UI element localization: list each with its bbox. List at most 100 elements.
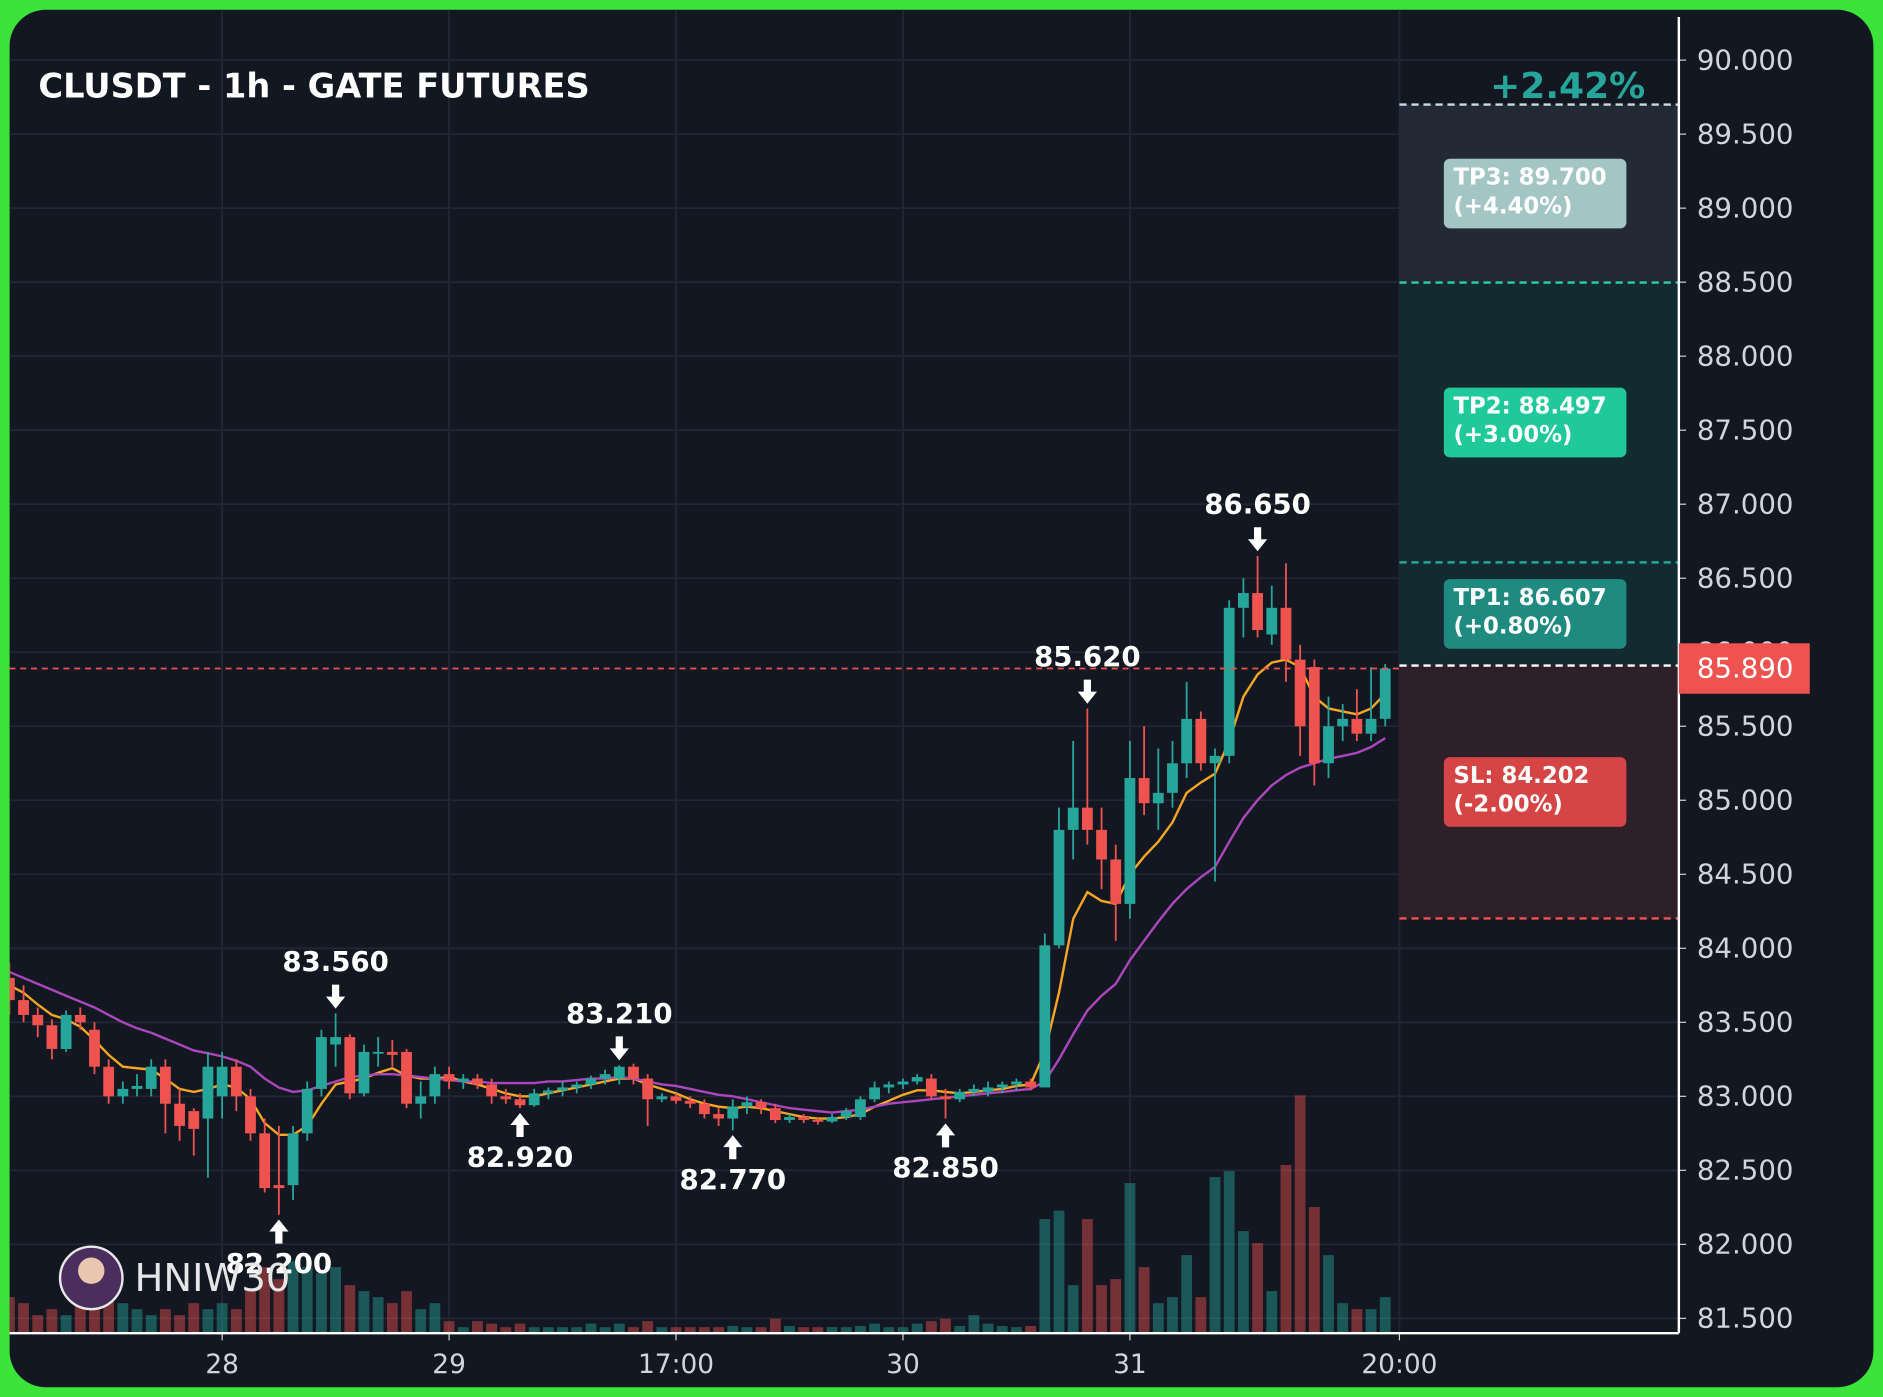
volume-bar <box>940 1318 951 1334</box>
marker-arrow <box>1077 679 1097 704</box>
volume-bar <box>996 1325 1008 1334</box>
price-tag-label: 85.890 <box>1697 652 1794 685</box>
candle-body <box>1379 668 1391 719</box>
volume-bar <box>684 1327 696 1334</box>
candle-body <box>287 1133 299 1186</box>
candle-body <box>372 1051 384 1054</box>
candle-body <box>46 1025 58 1049</box>
volume-bar <box>401 1291 412 1334</box>
level-label: TP2: 88.497 <box>1453 393 1606 419</box>
volume-bar <box>897 1327 909 1334</box>
marker-label: 83.560 <box>282 945 389 978</box>
volume-bar <box>9 1297 15 1334</box>
candle-body <box>1280 607 1292 660</box>
volume-bar <box>372 1297 384 1334</box>
candle-body <box>500 1096 512 1100</box>
volume-bar <box>1252 1243 1263 1334</box>
candle-body <box>727 1106 739 1119</box>
candle-body <box>826 1117 838 1122</box>
volume-bar <box>429 1303 441 1334</box>
avatar-face <box>78 1257 105 1284</box>
volume-bar <box>613 1323 625 1334</box>
volume-bar <box>287 1261 299 1334</box>
candle-body <box>1110 859 1122 904</box>
volume-bar <box>18 1303 29 1334</box>
candle-body <box>642 1078 654 1100</box>
y-tick-label: 85.500 <box>1697 709 1794 742</box>
candle-body <box>89 1029 100 1067</box>
volume-bar <box>585 1323 597 1334</box>
y-tick-label: 87.000 <box>1697 487 1794 520</box>
volume-bar <box>358 1291 370 1334</box>
y-tick-label: 88.000 <box>1697 339 1794 372</box>
candle-body <box>443 1074 455 1082</box>
candle-body <box>1167 763 1178 793</box>
level-box <box>1443 757 1627 827</box>
candle-body <box>1237 593 1249 608</box>
volume-bar <box>273 1279 285 1334</box>
x-tick-label: 30 <box>886 1349 920 1380</box>
candle-body <box>316 1037 327 1089</box>
marker-label: 82.920 <box>467 1141 574 1174</box>
volume-bar <box>301 1267 313 1334</box>
volume-bar <box>202 1309 214 1334</box>
candle-body <box>1209 755 1221 764</box>
candle-body <box>812 1120 824 1122</box>
candle-body <box>344 1037 356 1094</box>
marker-label: 86.650 <box>1204 488 1311 521</box>
volume-bar <box>1351 1309 1363 1334</box>
candle-body <box>982 1087 994 1092</box>
moving-average <box>9 737 1386 1114</box>
volume-bar <box>840 1327 852 1334</box>
volume-bar <box>656 1327 668 1334</box>
level-label: TP1: 86.607 <box>1453 585 1606 611</box>
volume-bar <box>188 1303 200 1334</box>
marker-arrow <box>510 1112 530 1137</box>
volume-bar <box>542 1327 554 1334</box>
volume-bar <box>386 1303 398 1334</box>
volume-bar <box>1308 1207 1320 1334</box>
candle-body <box>188 1111 200 1129</box>
level-box <box>1443 579 1627 649</box>
candle-body <box>798 1117 810 1121</box>
volume-bar <box>46 1309 58 1334</box>
volume-bar <box>1081 1219 1093 1334</box>
volume-bar <box>174 1315 185 1334</box>
volume-bar <box>1209 1177 1221 1334</box>
candle-body <box>245 1096 256 1134</box>
candle-body <box>869 1087 881 1100</box>
candle-body <box>1294 659 1306 727</box>
volume-bar <box>826 1327 838 1334</box>
y-tick-label: 90.000 <box>1697 43 1794 76</box>
volume-bar <box>1096 1285 1107 1334</box>
candle-body <box>1365 718 1377 734</box>
pnl: +2.42% <box>1490 66 1645 107</box>
volume-bar <box>1365 1309 1377 1334</box>
candle-body <box>386 1051 398 1055</box>
candle-body <box>18 1000 29 1015</box>
volume-bar <box>1237 1231 1249 1334</box>
volume-bar <box>159 1309 171 1334</box>
volume-bar <box>145 1315 157 1334</box>
volume-bar <box>1280 1165 1292 1334</box>
volume-bar <box>1181 1255 1193 1334</box>
x-tick-label: 28 <box>205 1349 239 1380</box>
marker-arrow <box>325 984 346 1009</box>
candle-body <box>32 1014 44 1026</box>
volume-bar <box>486 1323 498 1334</box>
candle-body <box>684 1100 696 1104</box>
level-change: (+0.80%) <box>1453 614 1572 640</box>
candle-body <box>174 1103 185 1126</box>
volume-bar <box>1152 1303 1164 1334</box>
candle-body <box>670 1096 682 1101</box>
y-tick-label: 81.500 <box>1697 1302 1794 1335</box>
candle-body <box>1011 1081 1022 1085</box>
y-tick-label: 84.500 <box>1697 857 1794 890</box>
price-tag <box>1678 643 1810 694</box>
candle-body <box>330 1037 342 1045</box>
volume-bar <box>954 1325 966 1334</box>
y-tick-label: 84.000 <box>1697 931 1794 964</box>
candle-body <box>1337 718 1349 727</box>
marker-label: 83.210 <box>566 997 673 1030</box>
